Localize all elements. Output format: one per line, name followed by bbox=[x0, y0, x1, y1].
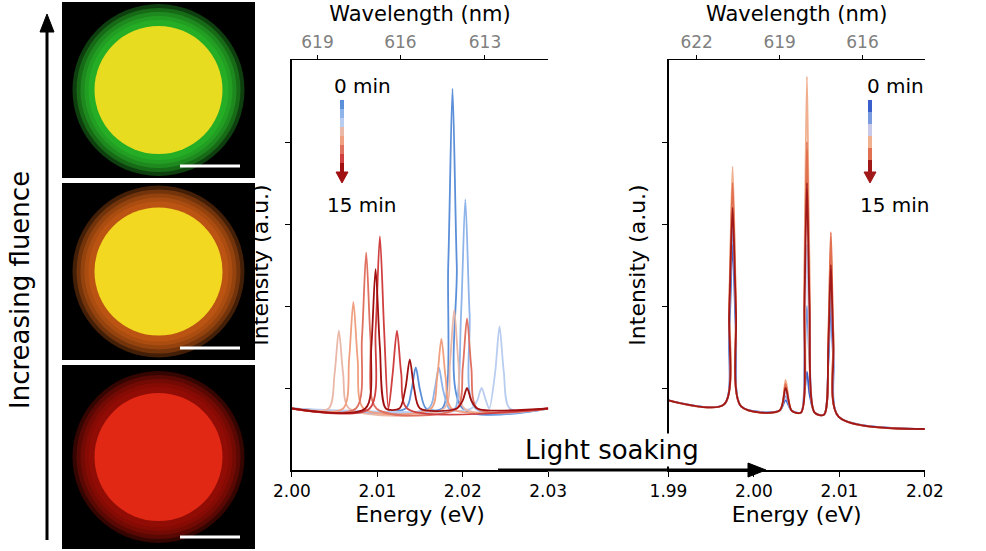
svg-text:2.01: 2.01 bbox=[820, 481, 858, 501]
svg-text:2.02: 2.02 bbox=[906, 481, 944, 501]
svg-text:Wavelength (nm): Wavelength (nm) bbox=[329, 2, 510, 26]
svg-text:616: 616 bbox=[384, 32, 416, 52]
svg-text:15 min: 15 min bbox=[327, 193, 397, 217]
svg-text:0 min: 0 min bbox=[334, 74, 391, 98]
svg-text:Intensity (a.u.): Intensity (a.u.) bbox=[248, 184, 273, 345]
svg-text:Energy (eV): Energy (eV) bbox=[732, 502, 862, 527]
svg-text:Intensity (a.u.): Intensity (a.u.) bbox=[625, 184, 650, 345]
svg-text:Energy (eV): Energy (eV) bbox=[355, 502, 485, 527]
svg-text:2.00: 2.00 bbox=[273, 481, 311, 501]
svg-text:15 min: 15 min bbox=[860, 193, 930, 217]
svg-text:616: 616 bbox=[846, 32, 878, 52]
svg-text:2.03: 2.03 bbox=[529, 481, 567, 501]
svg-text:2.02: 2.02 bbox=[444, 481, 482, 501]
svg-text:622: 622 bbox=[680, 32, 712, 52]
svg-text:Increasing fluence: Increasing fluence bbox=[5, 171, 35, 409]
svg-text:2.01: 2.01 bbox=[358, 481, 396, 501]
svg-text:2.00: 2.00 bbox=[735, 481, 773, 501]
svg-text:Wavelength (nm): Wavelength (nm) bbox=[706, 2, 887, 26]
svg-text:619: 619 bbox=[301, 32, 333, 52]
svg-text:619: 619 bbox=[763, 32, 795, 52]
svg-text:1.99: 1.99 bbox=[650, 481, 688, 501]
svg-text:0 min: 0 min bbox=[867, 74, 924, 98]
svg-text:Light soaking: Light soaking bbox=[525, 435, 699, 465]
svg-text:613: 613 bbox=[469, 32, 501, 52]
